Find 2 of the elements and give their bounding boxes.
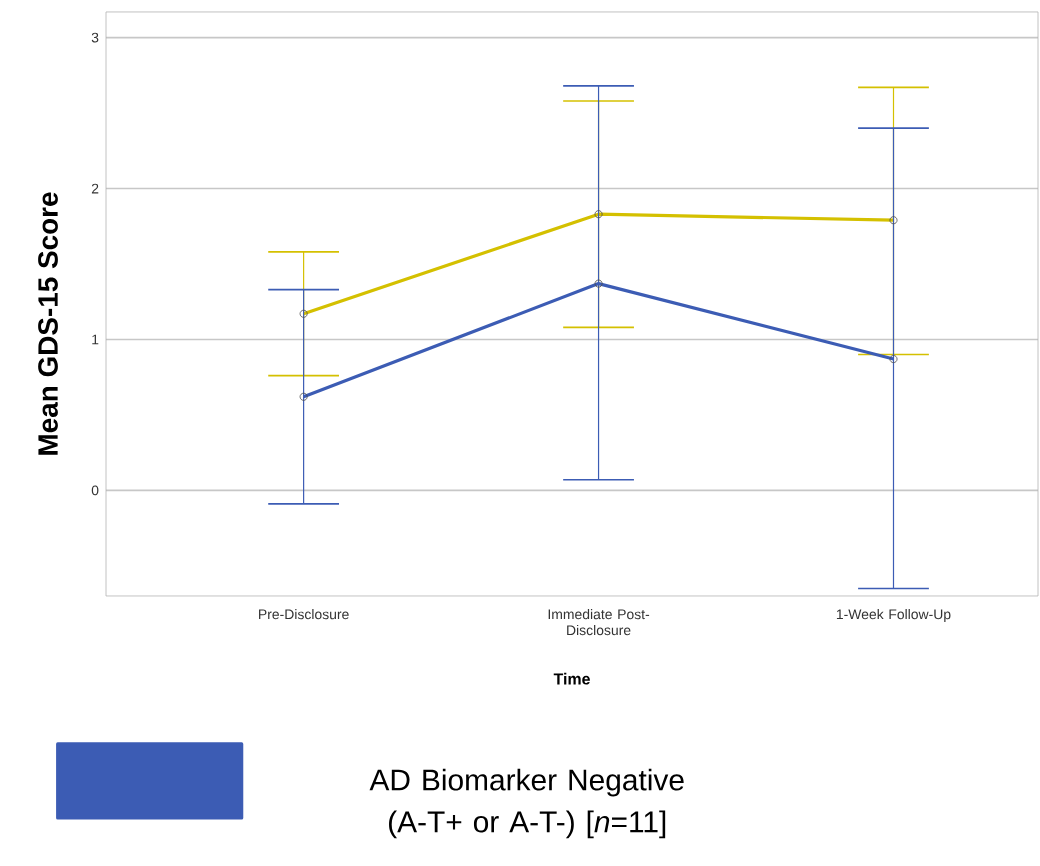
text: AD Biomarker Negative (A-T+ or A-T-) [n=11] <box>369 768 684 839</box>
y-axis-title: Mean GDS-15 Score <box>38 192 58 455</box>
